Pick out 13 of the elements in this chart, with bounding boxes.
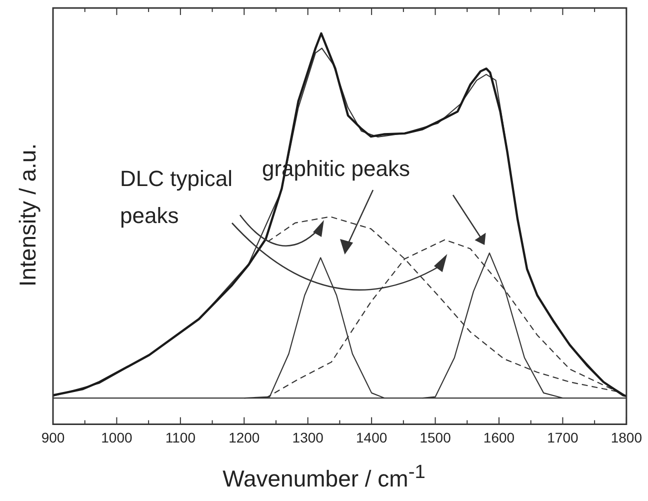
x-tick-label: 1000 [101,429,132,446]
x-tick-label: 1200 [228,429,260,446]
x-tick-label: 1400 [356,429,388,446]
x-tick-label: 1800 [610,429,642,446]
x-tick-label: 1100 [165,429,196,446]
annotation: DLC typical peaks [120,165,234,230]
x-tick-label: 1300 [292,429,324,446]
x-tick-label: 1700 [547,429,578,446]
y-axis-title: Intensity / a.u. [14,143,42,287]
x-tick-label: 1600 [483,429,515,446]
x-axis-title: Wavenumber / cm$^{-1}$ [222,462,426,493]
x-tick-label: 1500 [420,429,452,446]
x-tick-label: 900 [41,429,65,446]
